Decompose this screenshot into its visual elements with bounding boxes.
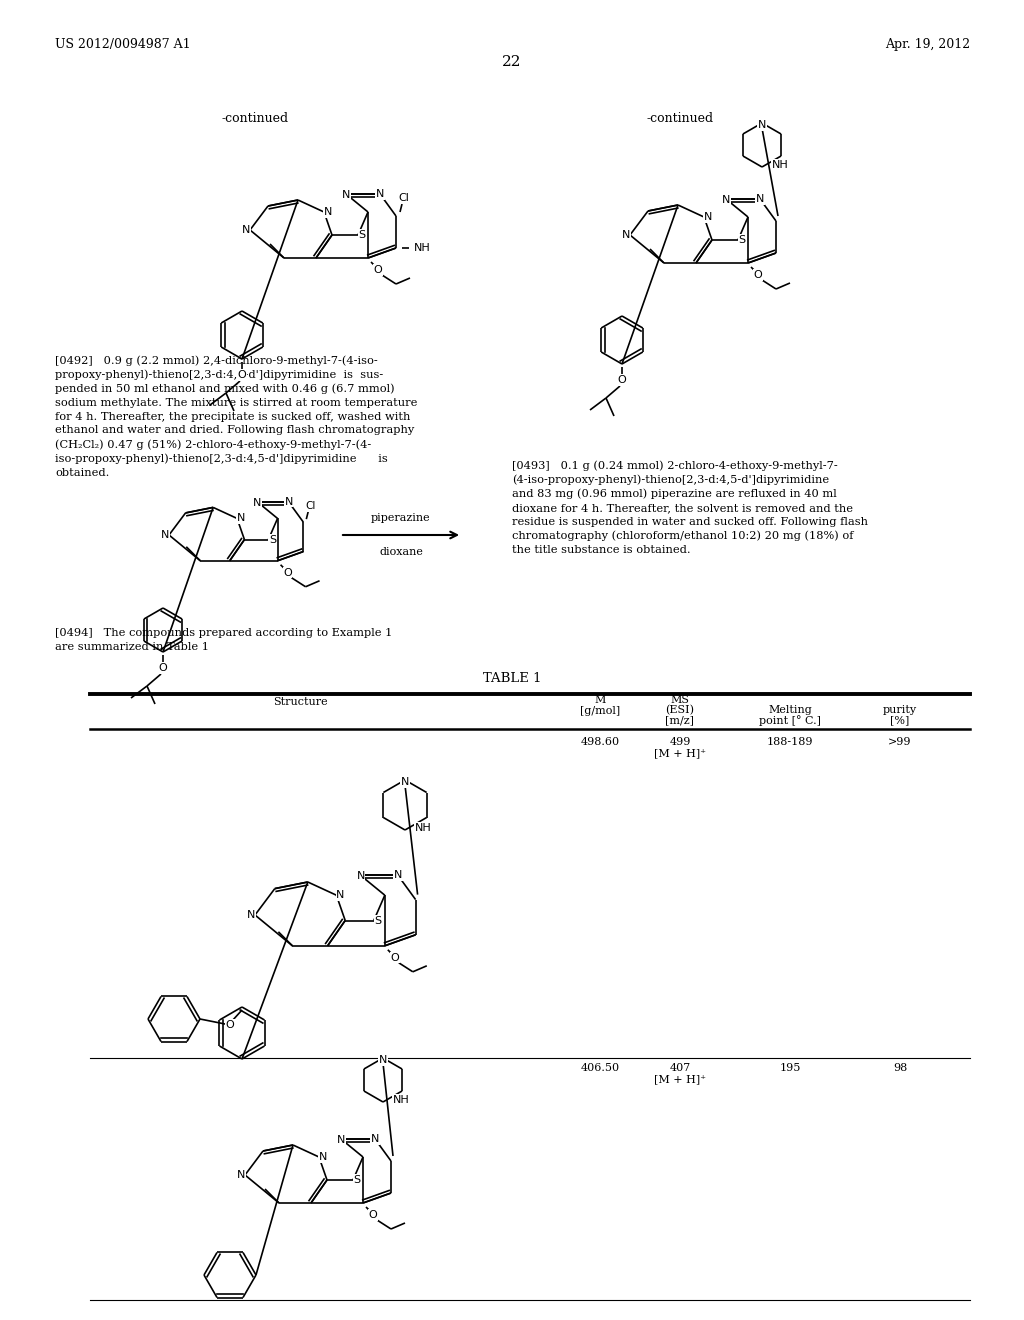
Text: S: S xyxy=(374,916,381,925)
Text: N: N xyxy=(253,498,261,508)
Text: US 2012/0094987 A1: US 2012/0094987 A1 xyxy=(55,38,190,51)
Text: [0493]   0.1 g (0.24 mmol) 2-chloro-4-ethoxy-9-methyl-7-
(4-iso-propoxy-phenyl)-: [0493] 0.1 g (0.24 mmol) 2-chloro-4-etho… xyxy=(512,459,868,554)
Text: N: N xyxy=(318,1152,328,1162)
Text: N: N xyxy=(324,207,332,216)
Text: piperazine: piperazine xyxy=(371,513,431,523)
Text: Cl: Cl xyxy=(398,193,410,203)
Text: MS: MS xyxy=(671,696,689,705)
Text: >99: >99 xyxy=(888,737,911,747)
Text: S: S xyxy=(358,230,366,240)
Text: dioxane: dioxane xyxy=(379,546,423,557)
Text: N: N xyxy=(400,777,410,787)
Text: N: N xyxy=(379,1055,387,1065)
Text: N: N xyxy=(337,1135,345,1144)
Text: 22: 22 xyxy=(502,55,522,69)
Text: S: S xyxy=(268,535,275,545)
Text: -continued: -continued xyxy=(646,112,714,125)
Text: [%]: [%] xyxy=(890,715,909,725)
Text: N: N xyxy=(722,195,730,205)
Text: O: O xyxy=(617,375,627,385)
Text: N: N xyxy=(356,871,365,882)
Text: M: M xyxy=(594,696,605,705)
Text: TABLE 1: TABLE 1 xyxy=(482,672,542,685)
Text: O: O xyxy=(390,953,399,962)
Text: 499: 499 xyxy=(670,737,690,747)
Text: 195: 195 xyxy=(779,1063,801,1073)
Text: Apr. 19, 2012: Apr. 19, 2012 xyxy=(885,38,970,51)
Text: O: O xyxy=(225,1020,234,1030)
Text: [0492]   0.9 g (2.2 mmol) 2,4-dichloro-9-methyl-7-(4-iso-
propoxy-phenyl)-thieno: [0492] 0.9 g (2.2 mmol) 2,4-dichloro-9-m… xyxy=(55,355,418,478)
Text: Melting: Melting xyxy=(768,705,812,715)
Text: N: N xyxy=(756,194,764,205)
Text: N: N xyxy=(285,496,293,507)
Text: [M + H]⁺: [M + H]⁺ xyxy=(654,748,706,758)
Text: N: N xyxy=(394,870,402,880)
Text: purity: purity xyxy=(883,705,918,715)
Text: N: N xyxy=(371,1134,379,1144)
Text: O: O xyxy=(754,271,763,280)
Text: NH: NH xyxy=(393,1096,410,1105)
Text: N: N xyxy=(622,230,630,240)
Text: Cl: Cl xyxy=(305,502,315,511)
Text: O: O xyxy=(159,663,167,673)
Text: [M + H]⁺: [M + H]⁺ xyxy=(654,1074,706,1084)
Text: 498.60: 498.60 xyxy=(581,737,620,747)
Text: S: S xyxy=(738,235,745,246)
Text: N: N xyxy=(336,890,345,900)
Text: N: N xyxy=(703,213,712,222)
Text: N: N xyxy=(161,531,169,540)
Text: -continued: -continued xyxy=(221,112,289,125)
Text: N: N xyxy=(376,189,384,199)
Text: [m/z]: [m/z] xyxy=(666,715,694,725)
Text: N: N xyxy=(758,120,766,129)
Text: N: N xyxy=(242,224,250,235)
Text: 188-189: 188-189 xyxy=(767,737,813,747)
Text: 406.50: 406.50 xyxy=(581,1063,620,1073)
Text: Structure: Structure xyxy=(272,697,328,708)
Text: [g/mol]: [g/mol] xyxy=(580,706,621,715)
Text: NH: NH xyxy=(772,160,788,170)
Text: [0494]   The compounds prepared according to Example 1
are summarized in Table 1: [0494] The compounds prepared according … xyxy=(55,628,392,652)
Text: (ESI): (ESI) xyxy=(666,705,694,715)
Text: NH: NH xyxy=(414,243,431,253)
Text: NH: NH xyxy=(415,822,432,833)
Text: 98: 98 xyxy=(893,1063,907,1073)
Text: O: O xyxy=(284,568,292,578)
Text: point [° C.]: point [° C.] xyxy=(759,715,821,726)
Text: N: N xyxy=(237,513,246,524)
Text: N: N xyxy=(247,909,255,920)
Text: N: N xyxy=(342,190,350,201)
Text: O: O xyxy=(374,265,382,275)
Text: N: N xyxy=(237,1170,245,1180)
Text: 407: 407 xyxy=(670,1063,690,1073)
Text: S: S xyxy=(353,1175,360,1185)
Text: O: O xyxy=(369,1210,378,1220)
Text: O: O xyxy=(238,370,247,380)
